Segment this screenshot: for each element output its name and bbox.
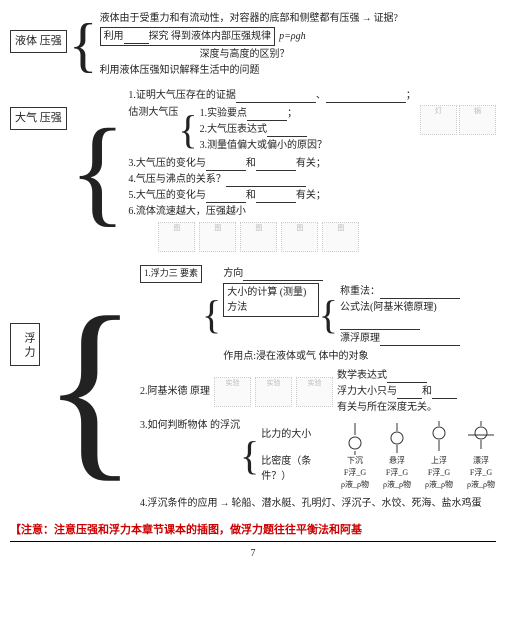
text: 液体由于受重力和有流动性，对容器的底部和侧壁都有压强 bbox=[100, 13, 360, 24]
text: 漂浮原理 bbox=[340, 333, 380, 344]
section-buoyancy: 浮 力 { 1.浮力三 要素 { 方向 大小的计算 (测量)方法 { 称重法： … bbox=[10, 263, 496, 512]
topic-atmos: 大气 压强 bbox=[10, 107, 67, 130]
topic-buoyancy: 浮 力 bbox=[10, 323, 40, 366]
content: 1.浮力三 要素 { 方向 大小的计算 (测量)方法 { 称重法： 公式法(阿基… bbox=[140, 263, 496, 512]
text: 4.气压与沸点的关系？ bbox=[128, 174, 226, 185]
float-diagrams: 下沉F浮_Gρ液_ρ物 悬浮F浮_Gρ液_ρ物 上浮F浮_Gρ液_ρ物 漂浮F浮… bbox=[340, 421, 496, 491]
sub-three-elem: 1.浮力三 要素 bbox=[140, 265, 202, 283]
pot-icon: 锅 bbox=[459, 105, 496, 135]
text: 比力的大小 bbox=[261, 427, 320, 442]
footer-note: 【注意：注意压强和浮力本章节课本的插图，做浮力题往往平衡法和阿基 bbox=[10, 522, 496, 542]
bracket: { bbox=[69, 87, 127, 255]
text: 证据? bbox=[374, 13, 398, 24]
text: 比密度（条件？） bbox=[261, 454, 320, 484]
text: 公式法(阿基米德原理) bbox=[340, 302, 437, 313]
exp-icon: 图 bbox=[322, 222, 359, 252]
text: 4.浮沉条件的应用 bbox=[140, 498, 218, 509]
bracket: { bbox=[69, 10, 98, 79]
sub-float-sink: 3.如何判断物体 的浮沉 bbox=[140, 418, 240, 433]
archimedes-icon: 实验 bbox=[214, 377, 251, 407]
text: 方向 bbox=[223, 268, 243, 279]
page-number: 7 bbox=[10, 546, 496, 561]
content: 1.证明大气压存在的证据、； 估测大气压 { 1.实验要点； 2.大气压表达式 … bbox=[128, 87, 496, 255]
text: 数学表达式 bbox=[337, 370, 387, 381]
text: 3.测量值偏大或偏小的原因？ bbox=[200, 138, 328, 153]
cooker-icon: 灯 bbox=[420, 105, 457, 135]
section-atmos-pressure: 大气 压强 { 1.证明大气压存在的证据、； 估测大气压 { 1.实验要点； 2… bbox=[10, 87, 496, 255]
calc-box: 大小的计算 (测量)方法 bbox=[223, 283, 319, 317]
text: 作用点:浸在液体或气 体中的对象 bbox=[223, 349, 496, 364]
bracket: { bbox=[178, 105, 197, 154]
text: 2.大气压表达式 bbox=[200, 124, 268, 135]
bracket: { bbox=[202, 265, 221, 365]
text: 深度与高度的区别？ bbox=[200, 47, 496, 62]
text: 1.证明大气压存在的证据 bbox=[128, 90, 236, 101]
exp-icon: 图 bbox=[199, 222, 236, 252]
exp-icon: 图 bbox=[240, 222, 277, 252]
box-use: 利用探究 得到液体内部压强规律 bbox=[100, 27, 276, 46]
formula: p=ρgh bbox=[279, 29, 306, 44]
text: 称重法： bbox=[340, 286, 380, 297]
exp-icon: 图 bbox=[158, 222, 195, 252]
text: 浮力大小只与 bbox=[337, 386, 397, 397]
text: 轮船、潜水艇、孔明灯、浮沉子、水饺、死海、盐水鸡蛋 bbox=[232, 498, 482, 509]
archimedes-icon: 实验 bbox=[296, 377, 333, 407]
sub-archimedes: 2.阿基米德 原理 bbox=[140, 384, 210, 399]
bracket: { bbox=[42, 263, 138, 512]
exp-icon: 图 bbox=[281, 222, 318, 252]
section-liquid-pressure: 液体 压强 { 液体由于受重力和有流动性，对容器的底部和侧壁都有压强→证据? 利… bbox=[10, 10, 496, 79]
content: 液体由于受重力和有流动性，对容器的底部和侧壁都有压强→证据? 利用探究 得到液体… bbox=[100, 10, 496, 79]
text: 有关与所在深度无关。 bbox=[337, 400, 457, 415]
topic-liquid: 液体 压强 bbox=[10, 30, 67, 53]
text: 利用液体压强知识解释生活中的问题 bbox=[100, 63, 496, 78]
text: 3.大气压的变化与 bbox=[128, 158, 206, 169]
bracket: { bbox=[319, 283, 338, 347]
text: 估测大气压 bbox=[128, 107, 178, 118]
text: 5.大气压的变化与 bbox=[128, 190, 206, 201]
text: 1.实验要点 bbox=[200, 108, 248, 119]
bracket: { bbox=[240, 418, 259, 494]
archimedes-icon: 实验 bbox=[255, 377, 292, 407]
text: 6.流体流速越大，压强越小 bbox=[128, 204, 496, 219]
